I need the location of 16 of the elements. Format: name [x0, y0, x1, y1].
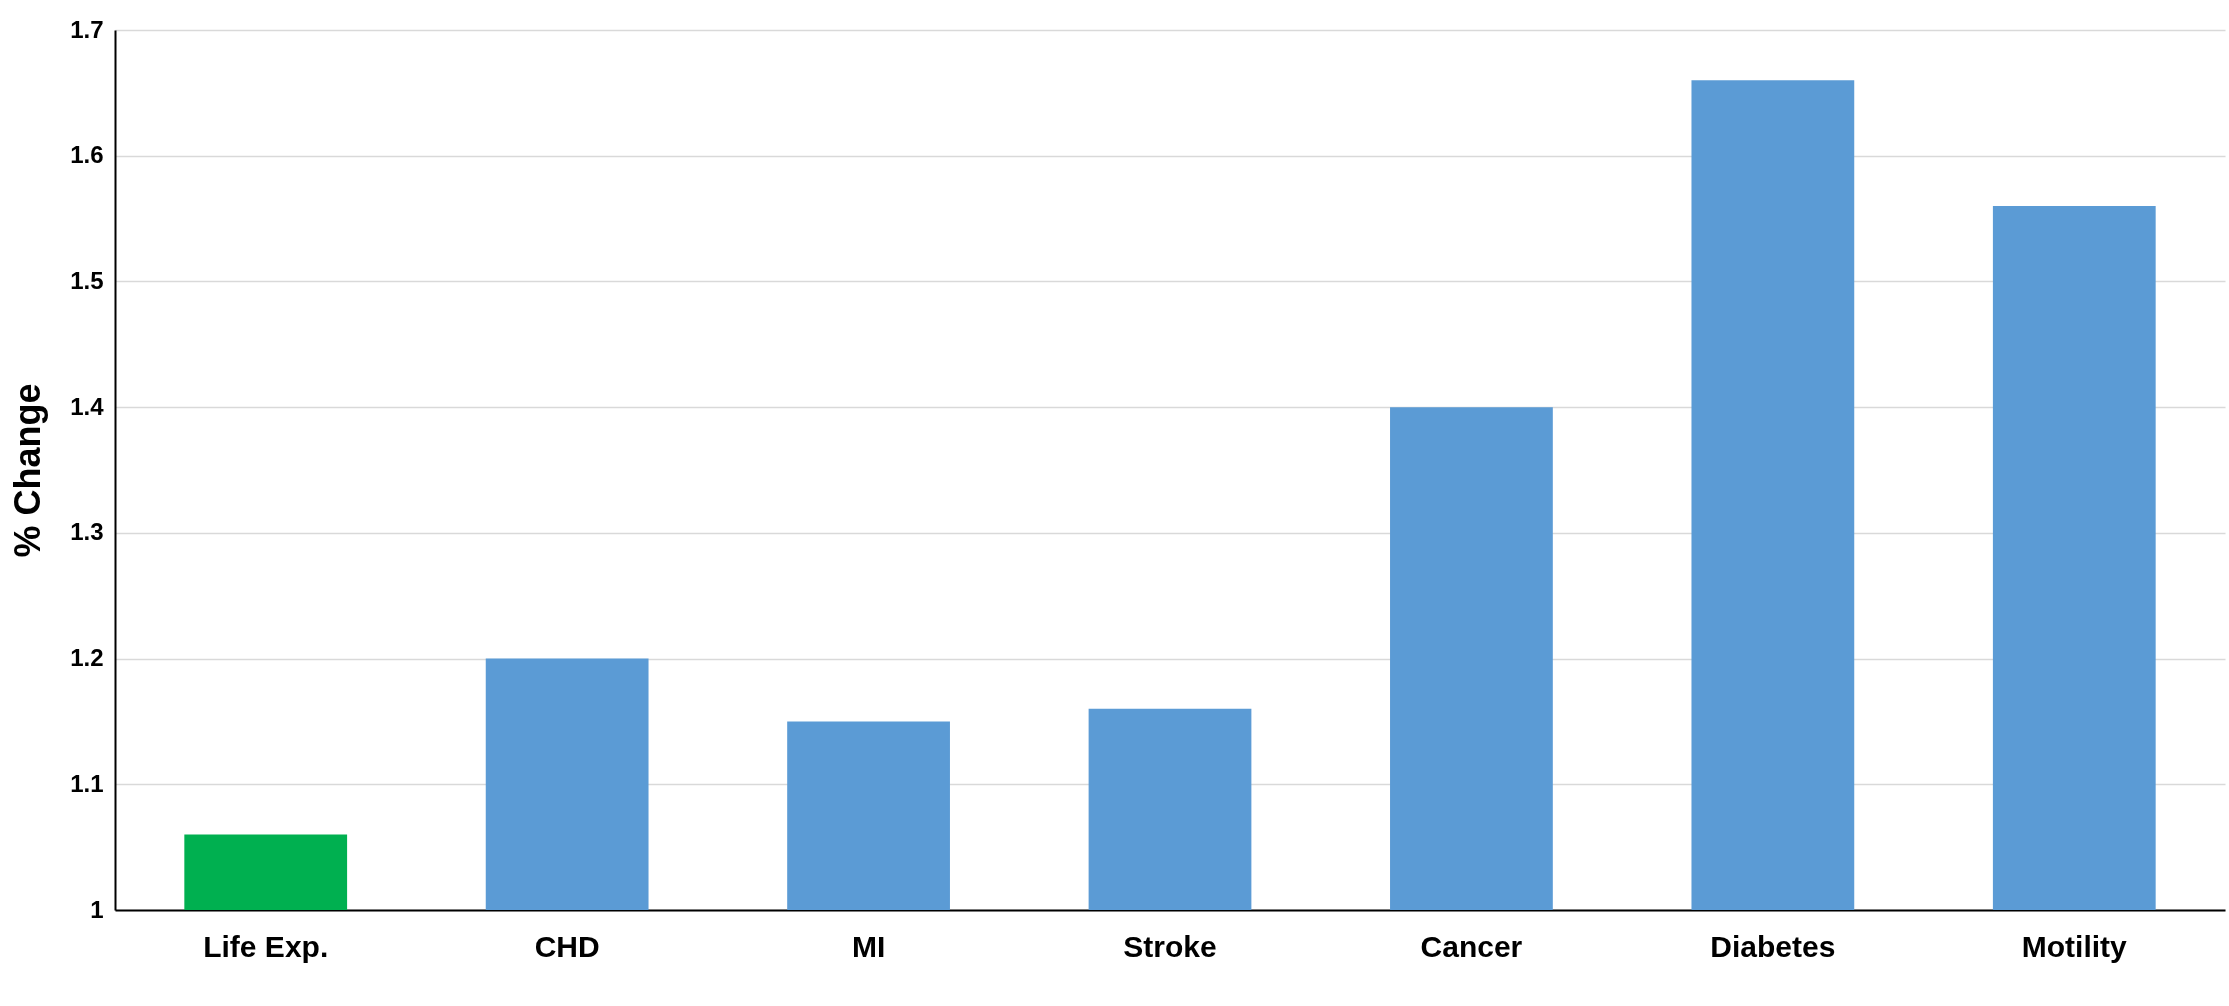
x-tick-label: Cancer: [1420, 929, 1523, 963]
y-tick-label: 1.3: [70, 518, 104, 546]
y-tick-label: 1: [90, 895, 104, 923]
x-tick-label: Stroke: [1123, 929, 1217, 963]
y-tick-label: 1.7: [70, 15, 104, 43]
x-tick-label: MI: [851, 929, 886, 963]
y-axis-title: % Change: [7, 383, 49, 558]
y-tick-label: 1.1: [70, 769, 104, 797]
y-tick-label: 1.2: [70, 644, 104, 672]
x-tick-label: Diabetes: [1710, 929, 1836, 963]
x-tick-label: Motility: [2021, 929, 2128, 963]
x-tick-label: CHD: [534, 929, 600, 963]
y-tick-label: 1.6: [70, 141, 104, 169]
y-tick-label: 1.5: [70, 266, 104, 294]
y-tick-label: 1.4: [70, 392, 105, 420]
x-tick-label: Life Exp.: [203, 929, 329, 963]
